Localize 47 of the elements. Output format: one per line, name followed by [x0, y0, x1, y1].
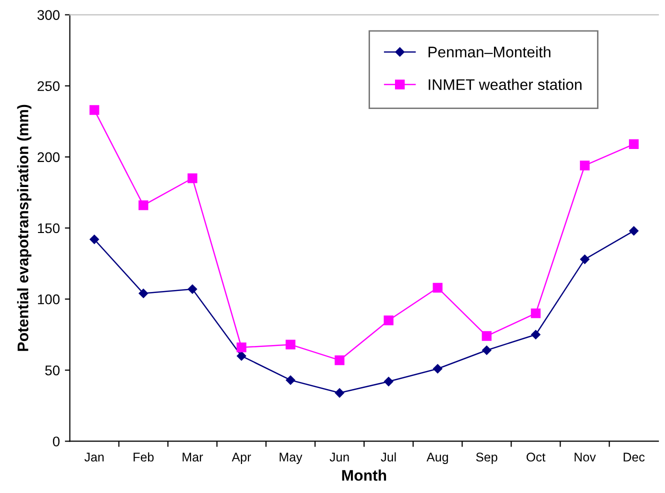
point: [188, 284, 198, 294]
y-tick-label: 150: [38, 223, 60, 234]
x-tick-label: May: [280, 452, 302, 464]
point: [188, 173, 198, 184]
x-tick-label: Jul: [380, 452, 396, 462]
y-tick-label: 200: [38, 152, 60, 162]
x-axis-title: Month: [342, 470, 386, 481]
point: [138, 200, 148, 210]
x-tick-label: Jan: [84, 452, 104, 462]
y-axis-title: Potential evapotranspiration (mm): [17, 104, 32, 351]
point: [629, 226, 638, 236]
x-tick-label: Mar: [182, 452, 203, 462]
x-tick-label: Feb: [134, 452, 154, 462]
x-tick-label: Oct: [526, 452, 546, 462]
x-tick-label: Jun: [330, 452, 349, 462]
x-tick-label: Sep: [476, 452, 498, 464]
legend-label: INMET weather station: [428, 78, 582, 90]
point: [384, 316, 394, 326]
legend-label: Penman–Monteith: [428, 46, 550, 58]
point: [531, 330, 540, 340]
x-tick-label: Dec: [624, 452, 645, 462]
point: [580, 160, 590, 170]
y-tick-label: 100: [38, 294, 60, 304]
point: [628, 139, 639, 150]
point: [384, 376, 394, 386]
point: [236, 351, 246, 361]
point: [530, 308, 541, 318]
point: [138, 288, 148, 298]
point: [286, 375, 296, 385]
point: [482, 346, 492, 355]
point: [580, 254, 590, 264]
point: [482, 331, 492, 341]
point: [286, 340, 296, 350]
y-tick-label: 0: [52, 436, 60, 446]
x-tick-label: Apr: [232, 452, 251, 464]
y-tick-label: 300: [37, 10, 60, 20]
point: [334, 388, 344, 398]
point: [433, 364, 442, 374]
point: [89, 105, 100, 115]
y-tick-label: 250: [38, 81, 60, 92]
point: [334, 355, 344, 366]
x-tick-label: Aug: [426, 452, 448, 464]
point: [90, 234, 99, 244]
point: [432, 282, 443, 293]
point: [236, 342, 246, 352]
y-tick-label: 50: [45, 365, 60, 376]
x-tick-label: Nov: [574, 452, 596, 462]
